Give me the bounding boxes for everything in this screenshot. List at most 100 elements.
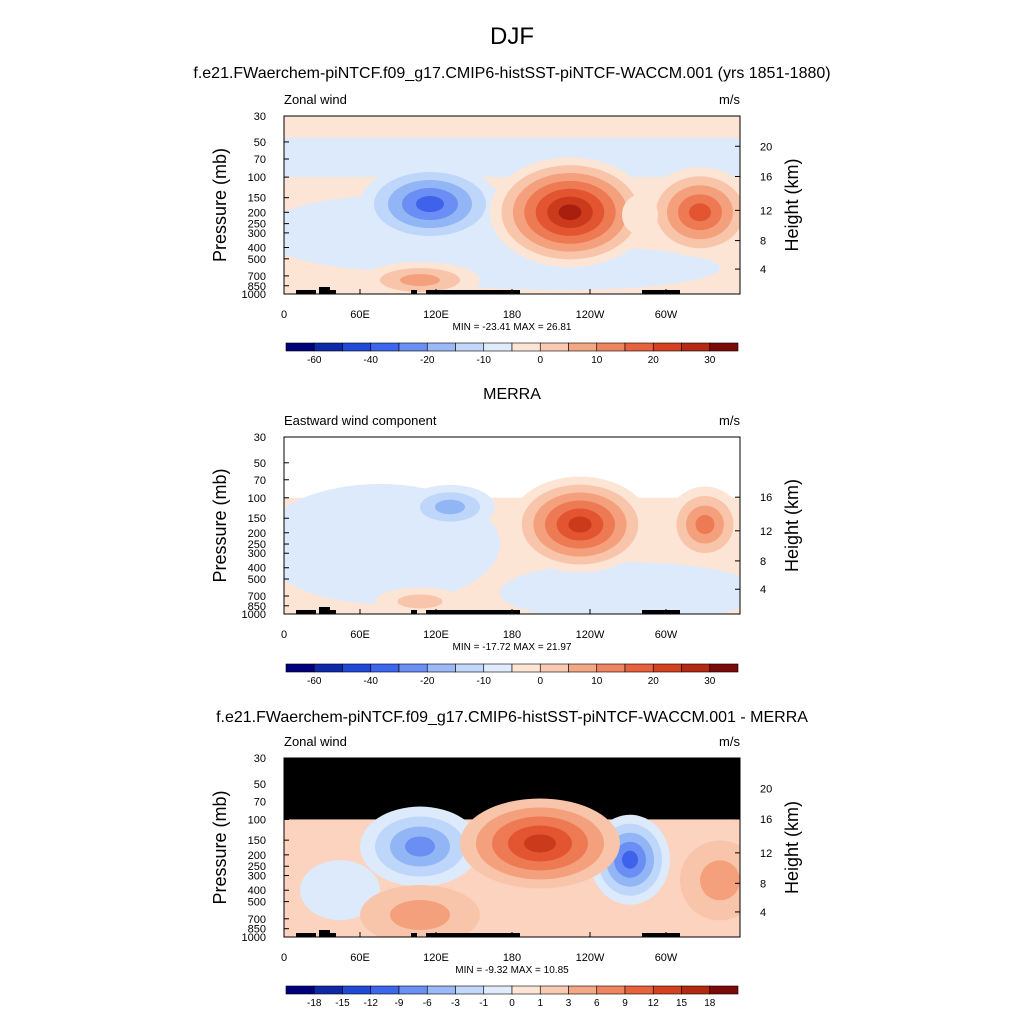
y-tick-label: 1000 (242, 609, 266, 621)
colorbar-label: 0 (537, 355, 543, 366)
colorbar-label: -18 (307, 998, 322, 1009)
topography (642, 610, 680, 614)
page-title: DJF (490, 23, 534, 50)
left-label: Eastward wind component (284, 413, 437, 428)
colorbar-box (342, 342, 372, 352)
x-tick-label: 180 (503, 629, 521, 641)
y-right-tick-label: 20 (760, 783, 772, 795)
colorbar-box (483, 342, 513, 352)
panel-title: f.e21.FWaerchem-piNTCF.f09_g17.CMIP6-his… (216, 709, 808, 726)
colorbar-box (511, 663, 541, 673)
colorbar-box (511, 342, 541, 352)
y-right-tick-label: 20 (760, 141, 772, 153)
units-label: m/s (719, 92, 740, 107)
y-right-tick-label: 16 (760, 492, 772, 504)
y-right-tick-label: 16 (760, 172, 772, 184)
y-tick-label: 50 (254, 458, 266, 470)
panel-1: f.e21.FWaerchem-piNTCF.f09_g17.CMIP6-his… (193, 65, 830, 366)
topography (426, 290, 520, 294)
y-tick-label: 400 (248, 563, 266, 575)
y-tick-label: 300 (248, 871, 266, 883)
y-tick-label: 250 (248, 539, 266, 551)
colorbar-label: -6 (423, 998, 432, 1009)
x-tick-label: 180 (503, 309, 521, 321)
y-axis-title: Pressure (mb) (210, 790, 230, 904)
negative-anomaly (300, 860, 380, 921)
colorbar-box (398, 985, 428, 995)
field-band (622, 194, 658, 235)
y-right-tick-label: 8 (760, 878, 766, 890)
colorbar-label: -40 (364, 676, 379, 687)
y-tick-label: 500 (248, 254, 266, 266)
x-tick-label: 120E (423, 309, 449, 321)
colorbar-label: 20 (648, 355, 660, 366)
positive-jet (400, 274, 440, 287)
colorbar-label: 9 (622, 998, 628, 1009)
y-tick-label: 400 (248, 242, 266, 254)
y-tick-label: 250 (248, 861, 266, 873)
y-right-tick-label: 8 (760, 236, 766, 248)
topography (411, 610, 417, 614)
x-tick-label: 60W (655, 952, 678, 964)
colorbar-box (426, 663, 456, 673)
topography (426, 933, 520, 937)
colorbar-label: -40 (364, 355, 379, 366)
colorbar-label: 18 (704, 998, 716, 1009)
colorbar-box (285, 985, 315, 995)
colorbar-box (398, 663, 428, 673)
positive-jet (397, 594, 443, 609)
colorbar-box (370, 985, 400, 995)
x-tick-label: 60W (655, 309, 678, 321)
colorbar-label: -12 (364, 998, 379, 1009)
colorbar-box (285, 342, 315, 352)
field-band (500, 562, 740, 614)
colorbar-box (709, 985, 739, 995)
x-tick-label: 180 (503, 952, 521, 964)
colorbar-box (568, 985, 598, 995)
x-tick-label: 60E (350, 952, 370, 964)
colorbar-box (483, 985, 513, 995)
panel-3: f.e21.FWaerchem-piNTCF.f09_g17.CMIP6-his… (210, 709, 808, 1009)
y-right-axis-title: Height (km) (782, 158, 802, 251)
colorbar-box (370, 342, 400, 352)
colorbar-box (342, 663, 372, 673)
y-tick-label: 200 (248, 207, 266, 219)
colorbar-label: 0 (537, 676, 543, 687)
positive-anomaly (524, 834, 556, 853)
y-axis-title: Pressure (mb) (210, 148, 230, 262)
colorbar-box (455, 985, 485, 995)
y-tick-label: 500 (248, 897, 266, 909)
colorbar-label: 12 (648, 998, 660, 1009)
y-tick-label: 850 (248, 601, 266, 613)
colorbar-box (455, 663, 485, 673)
y-right-tick-label: 4 (760, 907, 766, 919)
colorbar-box (313, 663, 343, 673)
colorbar-box (652, 985, 682, 995)
min-max-stats: MIN = -9.32 MAX = 10.85 (455, 965, 569, 976)
y-tick-label: 70 (254, 475, 266, 487)
x-tick-label: 120W (576, 952, 605, 964)
y-tick-label: 250 (248, 219, 266, 231)
y-tick-label: 50 (254, 779, 266, 791)
topography (296, 290, 316, 294)
positive-jet (689, 203, 711, 222)
y-right-axis-title: Height (km) (782, 479, 802, 572)
y-right-tick-label: 8 (760, 556, 766, 568)
left-label: Zonal wind (284, 92, 347, 107)
y-tick-label: 100 (248, 493, 266, 505)
y-right-tick-label: 4 (760, 264, 766, 276)
y-tick-label: 500 (248, 574, 266, 586)
colorbar-label: 6 (594, 998, 600, 1009)
colorbar-box (681, 985, 711, 995)
x-tick-label: 120W (576, 309, 605, 321)
y-tick-label: 700 (248, 914, 266, 926)
colorbar-box (313, 342, 343, 352)
colorbar-box (370, 663, 400, 673)
y-tick-label: 1000 (242, 289, 266, 301)
y-tick-label: 70 (254, 796, 266, 808)
topography (319, 287, 330, 294)
colorbar-box (539, 342, 569, 352)
colorbar-box (624, 663, 654, 673)
colorbar-box (652, 663, 682, 673)
